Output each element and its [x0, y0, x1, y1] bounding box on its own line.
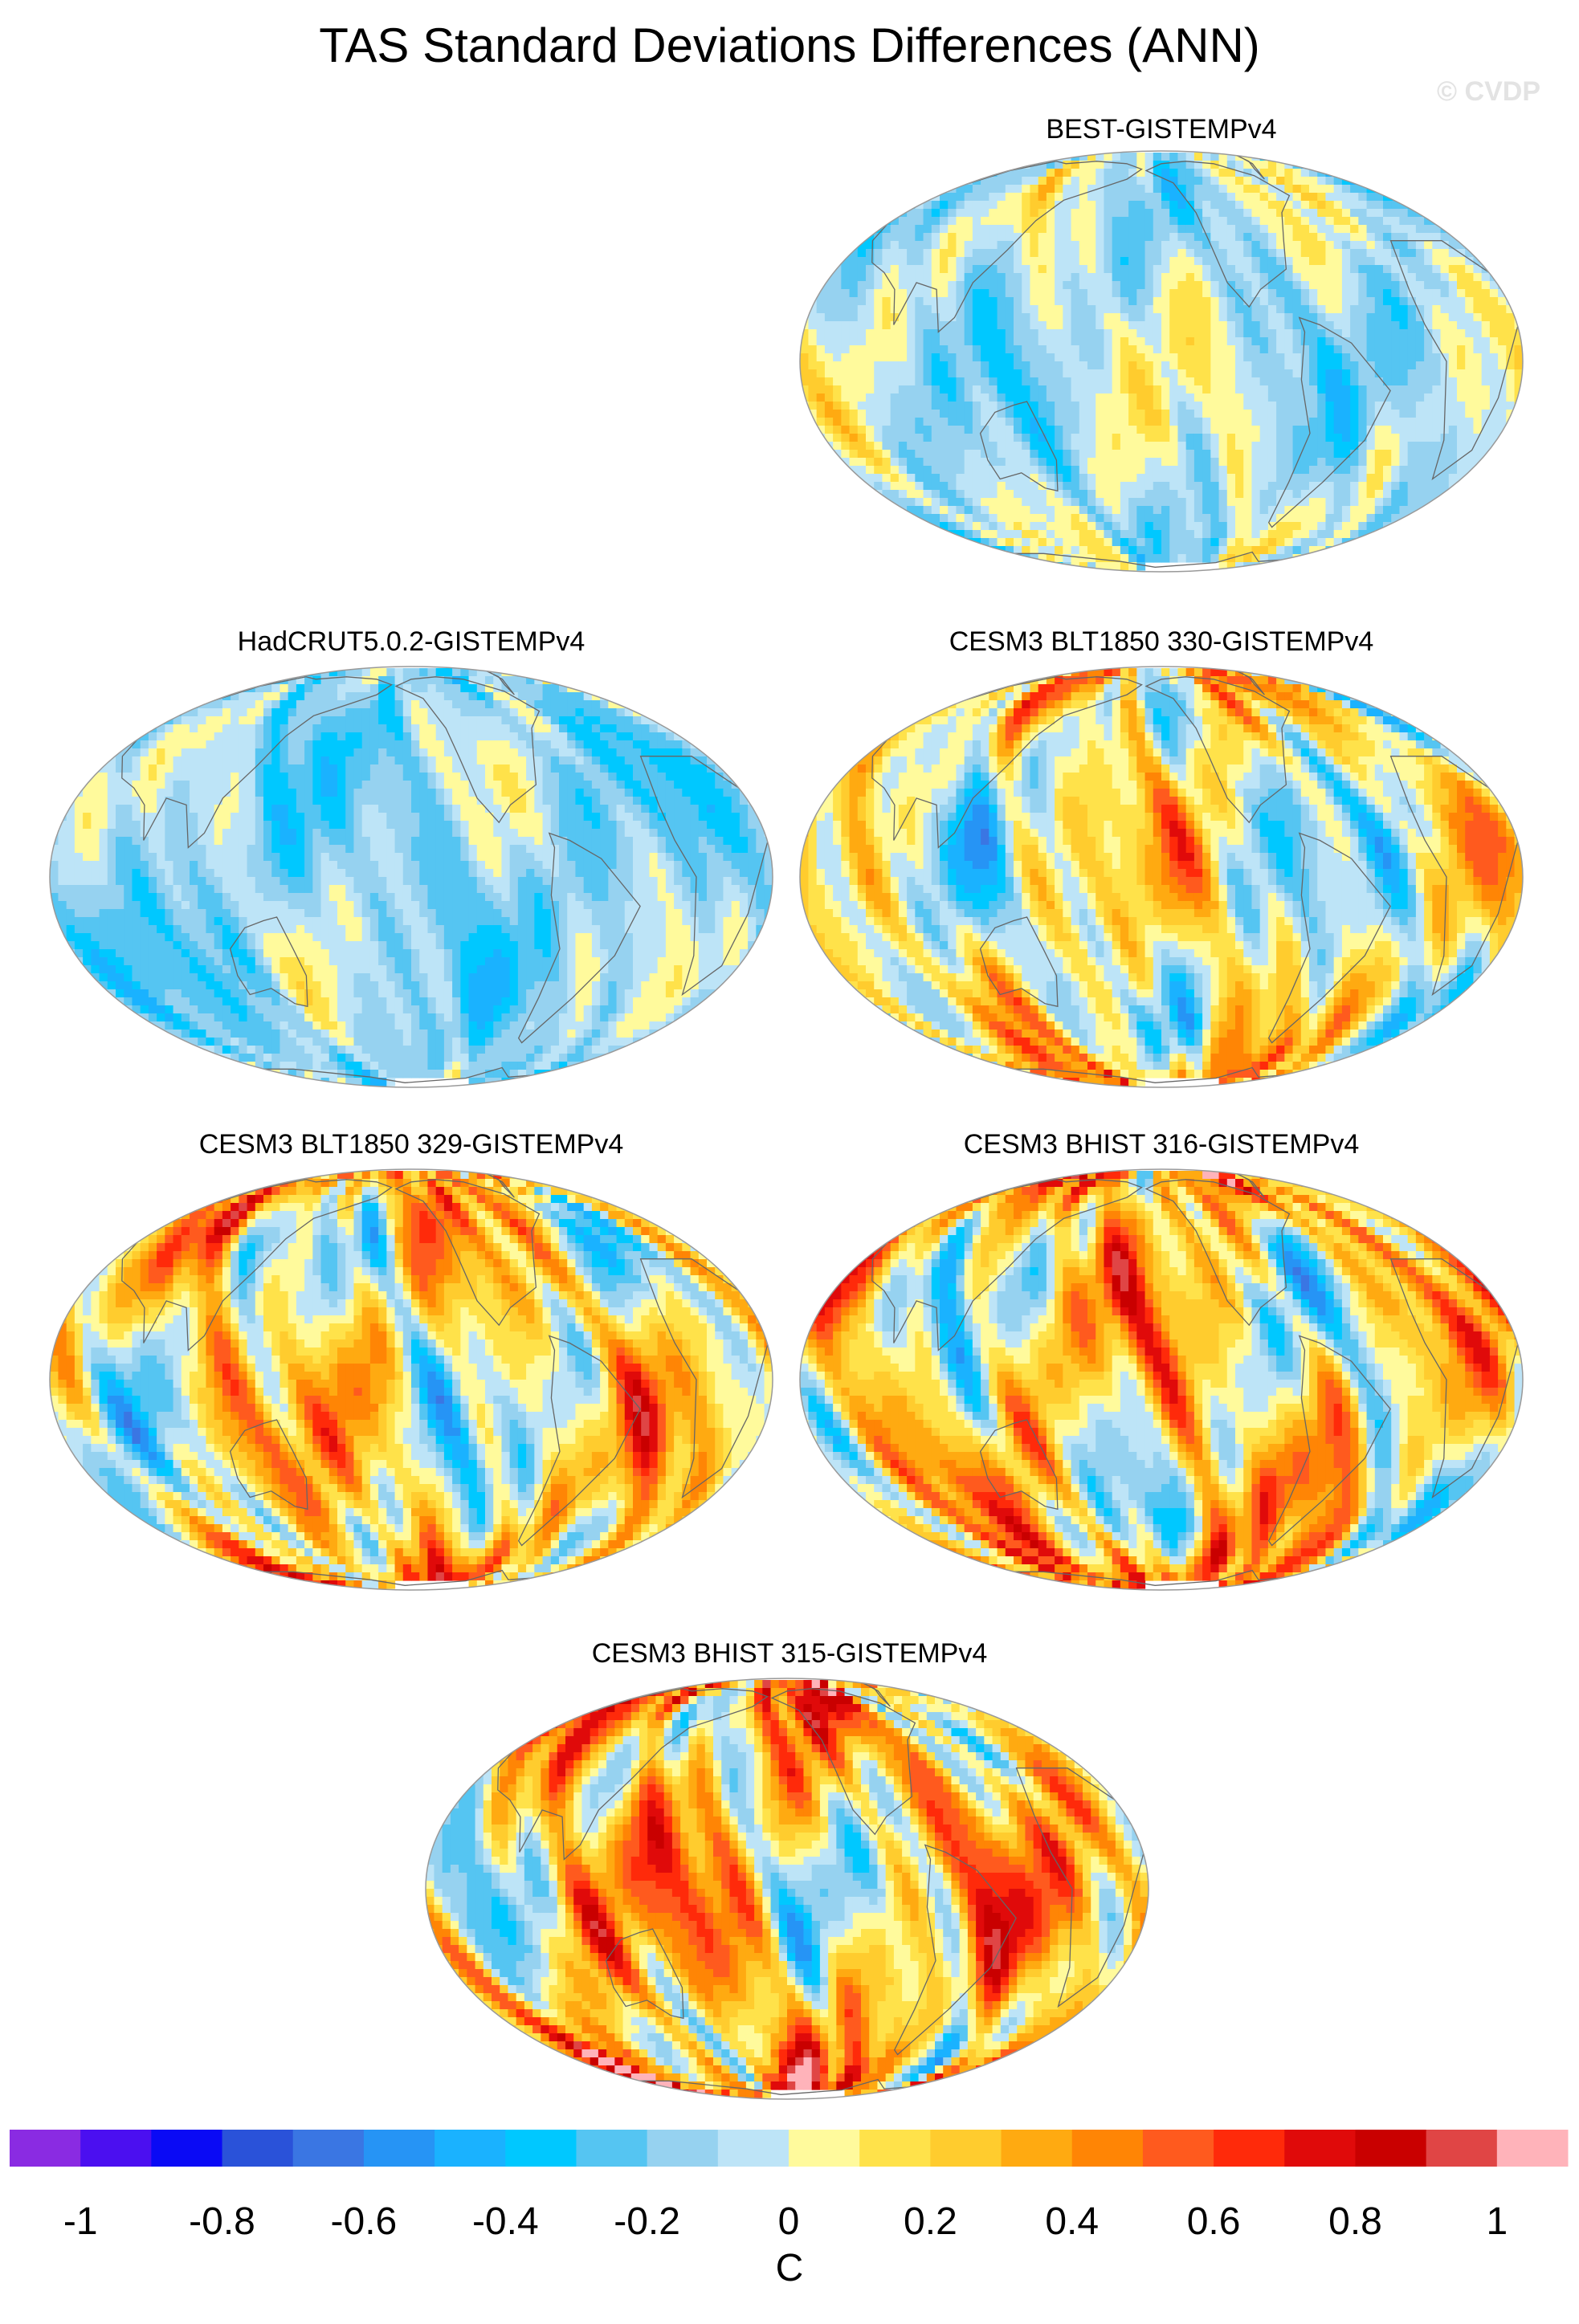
coastline [770, 1688, 916, 1836]
colorbar-swatch [1284, 2130, 1356, 2167]
colorbar-swatch [576, 2130, 648, 2167]
colorbar-tick-label: 1 [1486, 2200, 1508, 2243]
coastline [517, 832, 641, 1044]
panel-title-bhist-315: CESM3 BHIST 315-GISTEMPv4 [412, 1638, 1167, 1670]
coastline [1267, 316, 1391, 528]
coastline [234, 1066, 578, 1083]
colorbar-tick-label: 0.4 [1045, 2200, 1099, 2243]
panel-title-blt1850-329: CESM3 BLT1850 329-GISTEMPv4 [34, 1129, 789, 1160]
colorbar-tick-label: -1 [63, 2200, 98, 2243]
colorbar-unit-label: C [776, 2247, 804, 2289]
colorbar: -1 -0.8 -0.6 -0.4 -0.2 0 0.2 0.4 0.6 0.8 1 C [10, 2130, 1569, 2289]
coastline [1144, 676, 1291, 824]
coastline [1144, 1179, 1291, 1327]
panel-title-blt1850-330: CESM3 BLT1850 330-GISTEMPv4 [784, 626, 1539, 658]
colorbar-tick-label: -0.8 [189, 2200, 255, 2243]
colorbar-swatch [717, 2130, 790, 2167]
colorbar-swatch [363, 2130, 435, 2167]
map-panel-best [799, 150, 1524, 573]
map-panel-bhist-316 [799, 1168, 1524, 1591]
coastline [1267, 1335, 1391, 1547]
colorbar-swatch [859, 2130, 931, 2167]
colorbar-tick-label: -0.2 [614, 2200, 680, 2243]
colorbar-swatch [505, 2130, 577, 2167]
colorbar-swatch [435, 2130, 506, 2167]
panel-title-hadcrut: HadCRUT5.0.2-GISTEMPv4 [34, 626, 789, 658]
colorbar-swatch [292, 2130, 365, 2167]
colorbar-swatch [222, 2130, 294, 2167]
colorbar-swatch [1355, 2130, 1427, 2167]
colorbar-swatch [1001, 2130, 1073, 2167]
colorbar-swatch [930, 2130, 1002, 2167]
coastline [234, 1569, 578, 1586]
panel-title-best: BEST-GISTEMPv4 [784, 114, 1539, 145]
coastline [394, 676, 541, 824]
watermark: © CVDP [1437, 76, 1540, 108]
colorbar-tick-label: 0.8 [1328, 2200, 1382, 2243]
figure-title: TAS Standard Deviations Differences (ANN… [0, 18, 1579, 73]
map-panel-blt1850-329 [49, 1168, 773, 1591]
coastline [605, 1928, 684, 2020]
coastline [1267, 832, 1391, 1044]
coastline [394, 1179, 541, 1327]
coastline [517, 1335, 641, 1547]
colorbar-swatch [80, 2130, 152, 2167]
colorbar-swatch [151, 2130, 223, 2167]
coastline [979, 401, 1059, 492]
colorbar-swatch [789, 2130, 860, 2167]
colorbar-tick-label: -0.6 [331, 2200, 398, 2243]
colorbar-swatch [1496, 2130, 1569, 2167]
coastline [893, 1844, 1017, 2056]
coastline [979, 1419, 1059, 1511]
map-panel-hadcrut [49, 666, 773, 1088]
colorbar-swatch [10, 2130, 81, 2167]
colorbar-tick-label: -0.4 [472, 2200, 539, 2243]
coastline [229, 1419, 308, 1511]
coastline [610, 2078, 954, 2095]
map-panel-blt1850-330 [799, 666, 1524, 1088]
coastline [1144, 161, 1291, 308]
panel-title-bhist-316: CESM3 BHIST 316-GISTEMPv4 [784, 1129, 1539, 1160]
coastline [984, 1569, 1328, 1586]
map-panel-bhist-315 [425, 1678, 1149, 2100]
colorbar-tick-label: 0.2 [904, 2200, 957, 2243]
coastline [979, 916, 1059, 1008]
colorbar-swatch [647, 2130, 719, 2167]
colorbar-swatch [1142, 2130, 1214, 2167]
colorbar-swatch [1214, 2130, 1285, 2167]
coastline [984, 1066, 1328, 1083]
colorbar-swatch [1071, 2130, 1144, 2167]
coastline [229, 916, 308, 1008]
coastline [984, 551, 1328, 568]
colorbar-swatch [1426, 2130, 1498, 2167]
colorbar-tick-label: 0 [778, 2200, 800, 2243]
colorbar-tick-label: 0.6 [1187, 2200, 1241, 2243]
